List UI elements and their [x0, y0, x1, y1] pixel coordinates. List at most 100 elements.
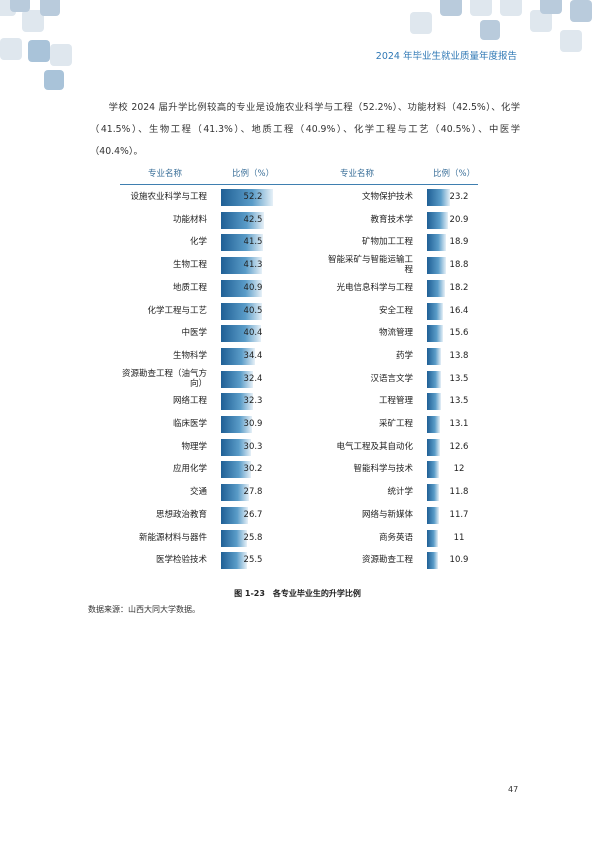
ratio-bar — [427, 529, 438, 547]
ratio-value: 27.8 — [243, 487, 263, 498]
ratio-value: 13.5 — [449, 373, 469, 384]
ratio-bar — [427, 302, 444, 320]
ratio-bar — [427, 506, 439, 524]
major-name: 物流管理 — [378, 328, 413, 339]
major-name: 资源勘查工程（油气方向） — [121, 368, 207, 389]
major-name: 化学 — [189, 237, 207, 248]
ratio-bar — [427, 393, 441, 411]
ratio-value: 25.5 — [243, 555, 263, 566]
major-name: 医学检验技术 — [155, 555, 207, 566]
paragraph: 学校 2024 届升学比例较高的专业是设施农业科学与工程（52.2%）、功能材料… — [90, 102, 520, 157]
ratio-bar — [221, 506, 248, 524]
ratio-value: 41.5 — [243, 237, 263, 248]
major-name: 化学工程与工艺 — [147, 305, 207, 316]
ratio-value: 18.2 — [449, 282, 469, 293]
major-name: 药学 — [395, 350, 413, 361]
source-note: 数据来源：山西大同大学数据。 — [88, 605, 200, 614]
ratio-value: 41.3 — [243, 260, 263, 271]
ratio-bar — [221, 189, 274, 206]
ratio-bar — [221, 370, 254, 388]
ratio-bar — [427, 484, 439, 502]
major-name: 网络与新媒体 — [361, 509, 413, 520]
ratio-value: 40.5 — [243, 305, 263, 316]
major-name: 汉语言文学 — [370, 373, 413, 384]
ratio-bar — [221, 416, 252, 433]
ratio-bar — [427, 211, 448, 229]
major-name: 电气工程及其自动化 — [336, 441, 413, 452]
ratio-value: 32.3 — [243, 396, 263, 407]
major-name: 矿物加工工程 — [361, 237, 413, 248]
ratio-bar — [221, 325, 262, 343]
ratio-bar — [221, 302, 262, 320]
ratio-value: 11 — [453, 532, 465, 543]
major-name: 交通 — [189, 487, 207, 498]
ratio-value: 23.2 — [449, 192, 469, 202]
ratio-bar — [221, 211, 264, 229]
decoration — [0, 0, 592, 90]
column-header: 比例（%） — [232, 169, 275, 179]
major-name: 安全工程 — [378, 305, 413, 316]
major-name: 光电信息科学与工程 — [336, 282, 413, 293]
table-rule — [120, 184, 478, 186]
column-header: 比例（%） — [433, 169, 476, 179]
major-name: 生物工程 — [172, 260, 207, 271]
ratio-bar — [427, 438, 440, 456]
major-name: 地质工程 — [172, 282, 207, 293]
ratio-bar — [221, 347, 256, 365]
column-header: 专业名称 — [148, 169, 183, 179]
major-name: 教育技术学 — [370, 214, 413, 225]
ratio-value: 30.3 — [243, 441, 263, 452]
ratio-bar — [427, 552, 438, 570]
ratio-value: 25.8 — [243, 532, 263, 543]
major-name: 资源勘查工程 — [361, 555, 413, 566]
ratio-value: 10.9 — [449, 555, 469, 566]
ratio-value: 18.9 — [449, 237, 469, 248]
ratio-value: 11.8 — [449, 487, 469, 498]
ratio-value: 13.1 — [449, 419, 469, 429]
ratio-bar — [221, 257, 263, 275]
major-name: 文物保护技术 — [361, 192, 413, 202]
major-name: 功能材料 — [172, 214, 207, 225]
ratio-value: 16.4 — [449, 305, 469, 316]
ratio-value: 20.9 — [449, 214, 469, 225]
ratio-bar — [427, 257, 446, 275]
ratio-bar — [221, 234, 263, 252]
major-name: 工程管理 — [378, 396, 413, 407]
ratio-value: 11.7 — [449, 509, 469, 520]
major-name: 临床医学 — [172, 419, 207, 429]
ratio-value: 26.7 — [243, 509, 263, 520]
ratio-bar — [221, 279, 262, 297]
ratio-bar — [427, 325, 443, 343]
ratio-bar — [221, 438, 252, 456]
major-name: 采矿工程 — [378, 419, 413, 429]
ratio-value: 32.4 — [243, 373, 263, 384]
ratio-value: 13.5 — [449, 396, 469, 407]
ratio-value: 30.9 — [243, 419, 263, 429]
major-name: 智能科学与技术 — [353, 464, 413, 475]
ratio-value: 34.4 — [243, 350, 263, 361]
header-title: 2024 年毕业生就业质量年度报告 — [375, 51, 517, 62]
ratio-bar — [221, 529, 247, 547]
ratio-bar — [427, 279, 446, 297]
major-name: 网络工程 — [172, 396, 207, 407]
ratio-value: 52.2 — [243, 192, 263, 202]
major-name: 设施农业科学与工程 — [130, 192, 207, 202]
major-name: 中医学 — [181, 328, 207, 339]
page-number: 47 — [508, 785, 519, 794]
ratio-value: 12.6 — [449, 441, 469, 452]
ratio-bar — [221, 552, 247, 570]
ratio-value: 30.2 — [243, 464, 263, 475]
ratio-bar — [427, 347, 441, 365]
ratio-value: 42.5 — [243, 214, 263, 225]
major-name: 生物科学 — [172, 350, 207, 361]
major-name: 新能源材料与器件 — [138, 532, 207, 543]
ratio-bar — [221, 393, 254, 411]
major-name: 应用化学 — [172, 464, 207, 475]
figure-caption: 图 1-23 各专业毕业生的升学比例 — [234, 589, 361, 598]
ratio-value: 15.6 — [449, 328, 469, 339]
ratio-bar — [221, 461, 252, 479]
ratio-bar — [427, 461, 439, 479]
ratio-value: 40.4 — [243, 328, 263, 339]
column-header: 专业名称 — [340, 169, 375, 179]
ratio-bar — [427, 370, 441, 388]
